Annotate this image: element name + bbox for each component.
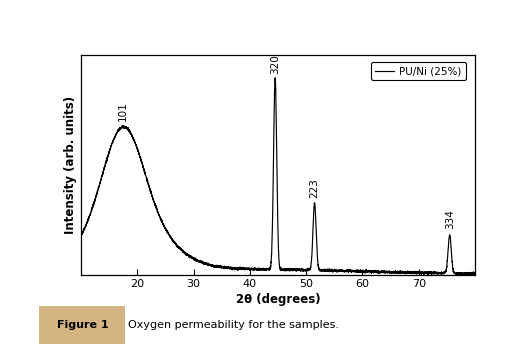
PU/Ni (25%) (78, 233, 84, 238)
PU/Ni (25%) (472, 271, 478, 276)
PU/Ni (25%) (440, 270, 446, 275)
Y-axis label: Intensity (arb. units): Intensity (arb. units) (64, 96, 77, 234)
Text: 101: 101 (118, 101, 128, 120)
PU/Ni (25%) (265, 267, 271, 271)
PU/Ni (25%) (364, 269, 371, 274)
Text: Figure 1: Figure 1 (57, 320, 108, 330)
X-axis label: 2θ (degrees): 2θ (degrees) (235, 293, 321, 306)
PU/Ni (25%) (466, 273, 472, 277)
PU/Ni (25%) (272, 76, 278, 80)
Legend: PU/Ni (25%): PU/Ni (25%) (371, 62, 466, 80)
PU/Ni (25%) (243, 266, 250, 271)
PU/Ni (25%) (246, 268, 253, 272)
FancyBboxPatch shape (39, 306, 125, 344)
PU/Ni (25%) (460, 271, 466, 276)
Text: 334: 334 (445, 209, 455, 229)
Text: 320: 320 (270, 54, 280, 74)
Text: Oxygen permeability for the samples.: Oxygen permeability for the samples. (128, 320, 339, 330)
Text: 223: 223 (310, 178, 319, 198)
Line: PU/Ni (25%): PU/Ni (25%) (81, 78, 475, 275)
